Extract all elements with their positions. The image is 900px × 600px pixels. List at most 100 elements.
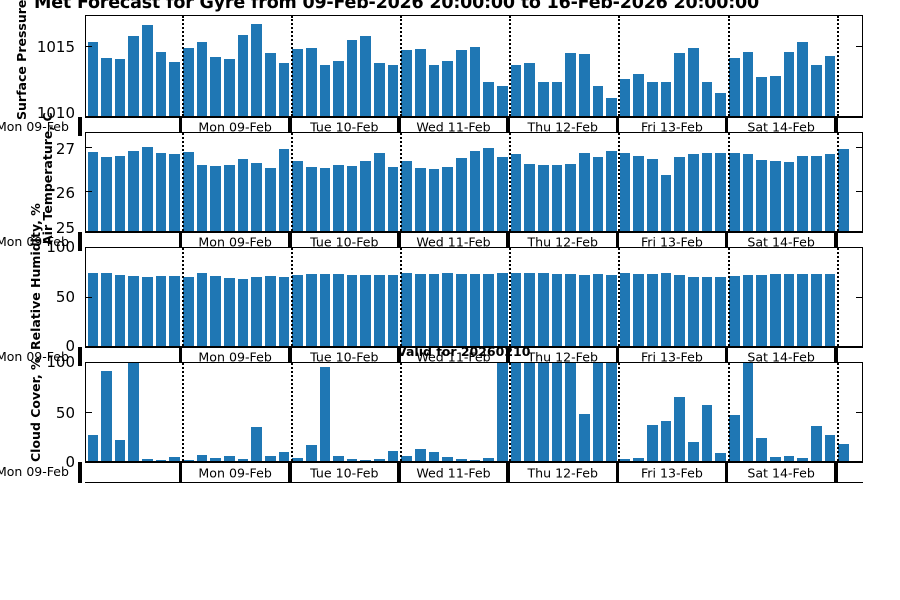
bar (237, 278, 249, 346)
bar (251, 276, 262, 346)
bar (333, 60, 344, 116)
day-separator (727, 133, 730, 231)
bar (483, 148, 494, 231)
bar (715, 277, 726, 346)
bar (592, 157, 604, 231)
bar (565, 52, 576, 116)
day-label: Sat 14-Feb (747, 234, 815, 249)
day-label: Sat 14-Feb (747, 119, 815, 134)
bar (305, 445, 317, 461)
y-tick-mark (85, 191, 92, 192)
panel-4-ytick-100: 100 (46, 353, 75, 371)
bar (496, 156, 508, 231)
day-separator (836, 133, 839, 231)
bar (346, 459, 358, 461)
bar (633, 73, 645, 116)
stray-left-label-2: Mon 09-Feb (0, 234, 69, 249)
bar (537, 273, 549, 346)
bar (769, 457, 781, 461)
day-separator (290, 248, 293, 346)
bar (565, 363, 576, 461)
bar (701, 277, 713, 346)
day-boundary-tick (724, 233, 729, 250)
day-label: Wed 11-Feb (416, 234, 491, 249)
bar (742, 274, 754, 346)
bar (647, 424, 658, 461)
bar (264, 275, 276, 346)
bar (729, 414, 740, 461)
stray-left-tick-2 (78, 232, 82, 251)
bar (537, 363, 549, 461)
bar (223, 165, 235, 231)
bar (210, 57, 221, 116)
bar (333, 456, 344, 461)
bar (128, 150, 140, 231)
bar (114, 275, 126, 346)
bar (756, 76, 767, 116)
bar (319, 65, 331, 116)
bar (606, 274, 617, 346)
bar (619, 153, 631, 231)
bar (196, 42, 208, 116)
day-boundary-tick (615, 348, 620, 365)
bar (510, 272, 522, 346)
day-separator (290, 16, 293, 116)
bar (415, 273, 426, 346)
day-boundary-tick (615, 118, 620, 135)
day-boundary-tick (834, 233, 838, 250)
bar (456, 459, 467, 461)
day-separator (618, 248, 621, 346)
day-boundary-tick (724, 118, 729, 135)
bar (169, 457, 181, 461)
bar (169, 154, 181, 231)
bar (551, 363, 563, 461)
panel-3-y-axis-label: Relative Humidity, % (28, 203, 43, 350)
bar (210, 165, 221, 231)
stray-left-tick-1 (78, 117, 82, 136)
day-separator (181, 363, 184, 461)
bar (619, 459, 631, 461)
panel-1-ytick-1010: 1010 (36, 104, 75, 122)
bar (114, 155, 126, 231)
bar (387, 64, 399, 116)
bar (810, 273, 822, 346)
bar (633, 155, 645, 231)
bar (756, 438, 767, 461)
bar (387, 274, 399, 346)
bar (783, 52, 795, 116)
bar (838, 149, 849, 231)
day-label: Mon 09-Feb (198, 234, 272, 249)
bar (592, 274, 604, 346)
day-boundary-tick (288, 118, 292, 135)
day-boundary-tick (834, 118, 838, 135)
day-separator (509, 133, 512, 231)
bar (496, 85, 508, 116)
day-boundary-tick (178, 463, 183, 482)
bar (428, 168, 440, 231)
bar (510, 65, 522, 116)
bar (87, 42, 99, 116)
bar (660, 420, 672, 461)
bar (128, 275, 140, 346)
day-label: Mon 09-Feb (198, 119, 272, 134)
bar (756, 160, 767, 231)
bar (142, 459, 153, 461)
bar (510, 153, 522, 231)
bar (674, 397, 686, 461)
bar (592, 363, 604, 461)
bar (797, 458, 808, 461)
bar (128, 35, 140, 116)
bar (183, 277, 194, 346)
bar (237, 35, 249, 116)
day-separator (509, 16, 512, 116)
bar (660, 175, 672, 231)
bar (742, 52, 754, 116)
bar (824, 56, 836, 116)
bar (810, 155, 822, 231)
bar (415, 449, 426, 461)
bar (742, 363, 754, 461)
valid-for-annotation: Valid for 20260210 (397, 344, 531, 359)
day-separator (618, 363, 621, 461)
bar (169, 275, 181, 346)
bar (210, 458, 221, 461)
